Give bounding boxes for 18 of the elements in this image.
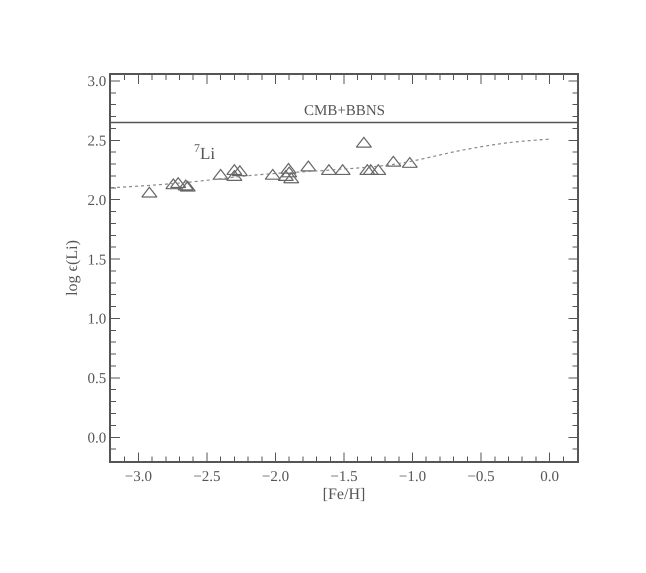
x-tick-label: −2.5 [193,468,221,485]
y-tick-label: 2.0 [88,192,106,209]
y-tick-label: 0.0 [88,430,106,446]
annotation: $^{7}$Li [194,141,216,164]
x-axis-title: [Fe/H] [322,486,366,503]
x-tick-label: −1.0 [398,468,426,485]
y-tick-label: 3.0 [88,74,106,90]
ref-line-label: CMB+BBNS [304,103,385,119]
x-tick-label: −0.5 [467,468,495,485]
y-tick-label: 2.5 [88,134,106,150]
y-tick-label: 1.0 [88,312,106,328]
y-tick-label: 1.5 [88,252,106,268]
x-tick-label: −3.0 [124,468,152,485]
y-tick-label: 0.5 [88,371,106,388]
y-axis-title: log ϵ(Li) [64,240,81,296]
x-tick-label: −2.0 [262,468,290,485]
x-tick-label: −1.5 [330,468,358,485]
x-tick-label: 0.0 [540,468,559,485]
